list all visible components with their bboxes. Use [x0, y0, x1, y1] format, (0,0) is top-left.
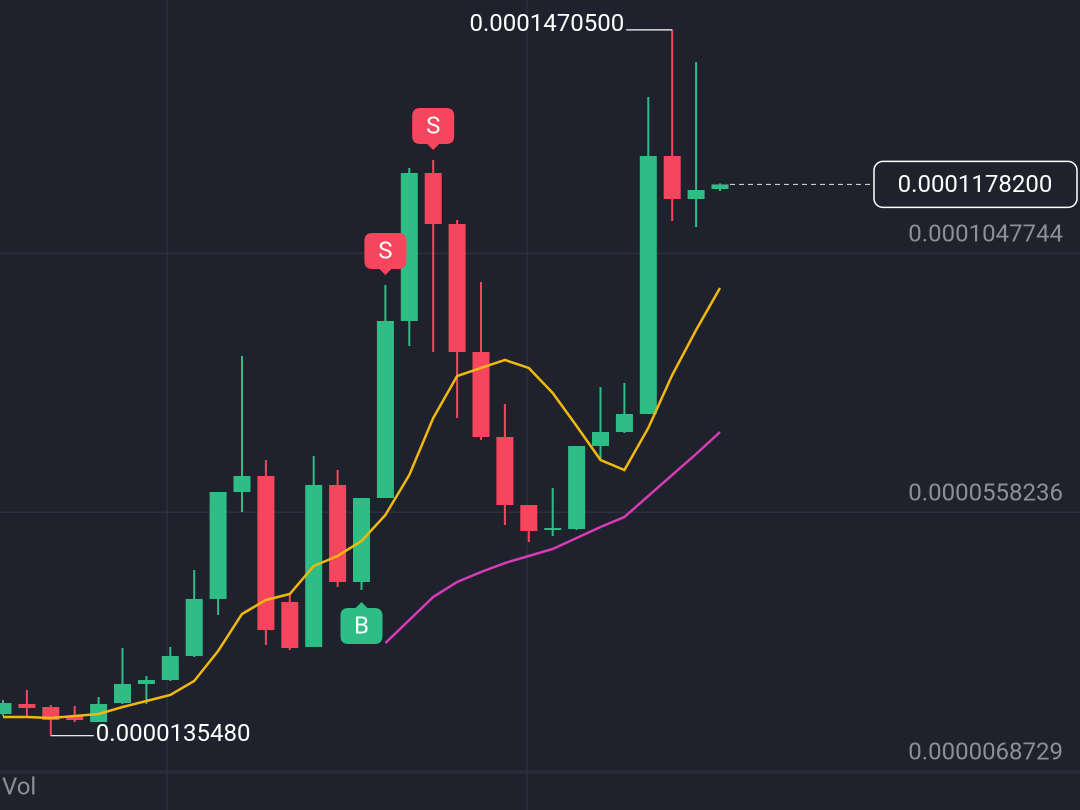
candle-body	[18, 703, 36, 708]
signal-marker-label: S	[426, 111, 440, 139]
y-tick-label: 0.0000068729	[908, 737, 1063, 765]
candle-body	[615, 413, 633, 433]
candle-body	[66, 715, 84, 720]
candle-body	[544, 528, 562, 531]
candle-body	[257, 475, 275, 631]
y-tick-label: 0.0001047744	[908, 220, 1063, 248]
candle-body	[687, 190, 705, 200]
candle-body	[185, 598, 203, 657]
volume-label: Vol	[2, 772, 36, 800]
moving-average-line	[384, 431, 721, 644]
candle-body	[209, 492, 227, 599]
candle-body	[568, 446, 586, 530]
candle-body	[639, 156, 657, 414]
candle-body	[161, 656, 179, 681]
candle-body	[400, 172, 418, 321]
candle-body	[448, 224, 466, 353]
moving-average-line	[3, 287, 722, 720]
candle-body	[0, 703, 12, 715]
low-price-label: 0.0000135480	[96, 719, 251, 747]
signal-marker-label: S	[378, 236, 392, 264]
signal-marker	[364, 232, 407, 275]
candle-body	[424, 172, 442, 225]
y-tick-label: 0.0000558236	[908, 479, 1063, 507]
signal-marker	[340, 601, 383, 644]
candle-body	[663, 156, 681, 200]
candle-body	[711, 184, 729, 190]
candle-body	[233, 475, 251, 493]
signal-marker-label: B	[354, 611, 369, 639]
candle-body	[472, 352, 490, 437]
candle-body	[592, 432, 609, 447]
candle-body	[114, 683, 131, 704]
candle-body	[520, 505, 538, 531]
candle-body	[376, 320, 394, 498]
candle-body	[281, 601, 299, 648]
candle-body	[137, 680, 155, 684]
candle-body	[329, 484, 347, 583]
candle-body	[496, 436, 514, 506]
last-price-box	[873, 160, 1078, 209]
high-price-label: 0.0001470500	[469, 9, 624, 37]
last-price-label: 0.0001178200	[898, 170, 1053, 198]
signal-marker	[412, 107, 455, 150]
